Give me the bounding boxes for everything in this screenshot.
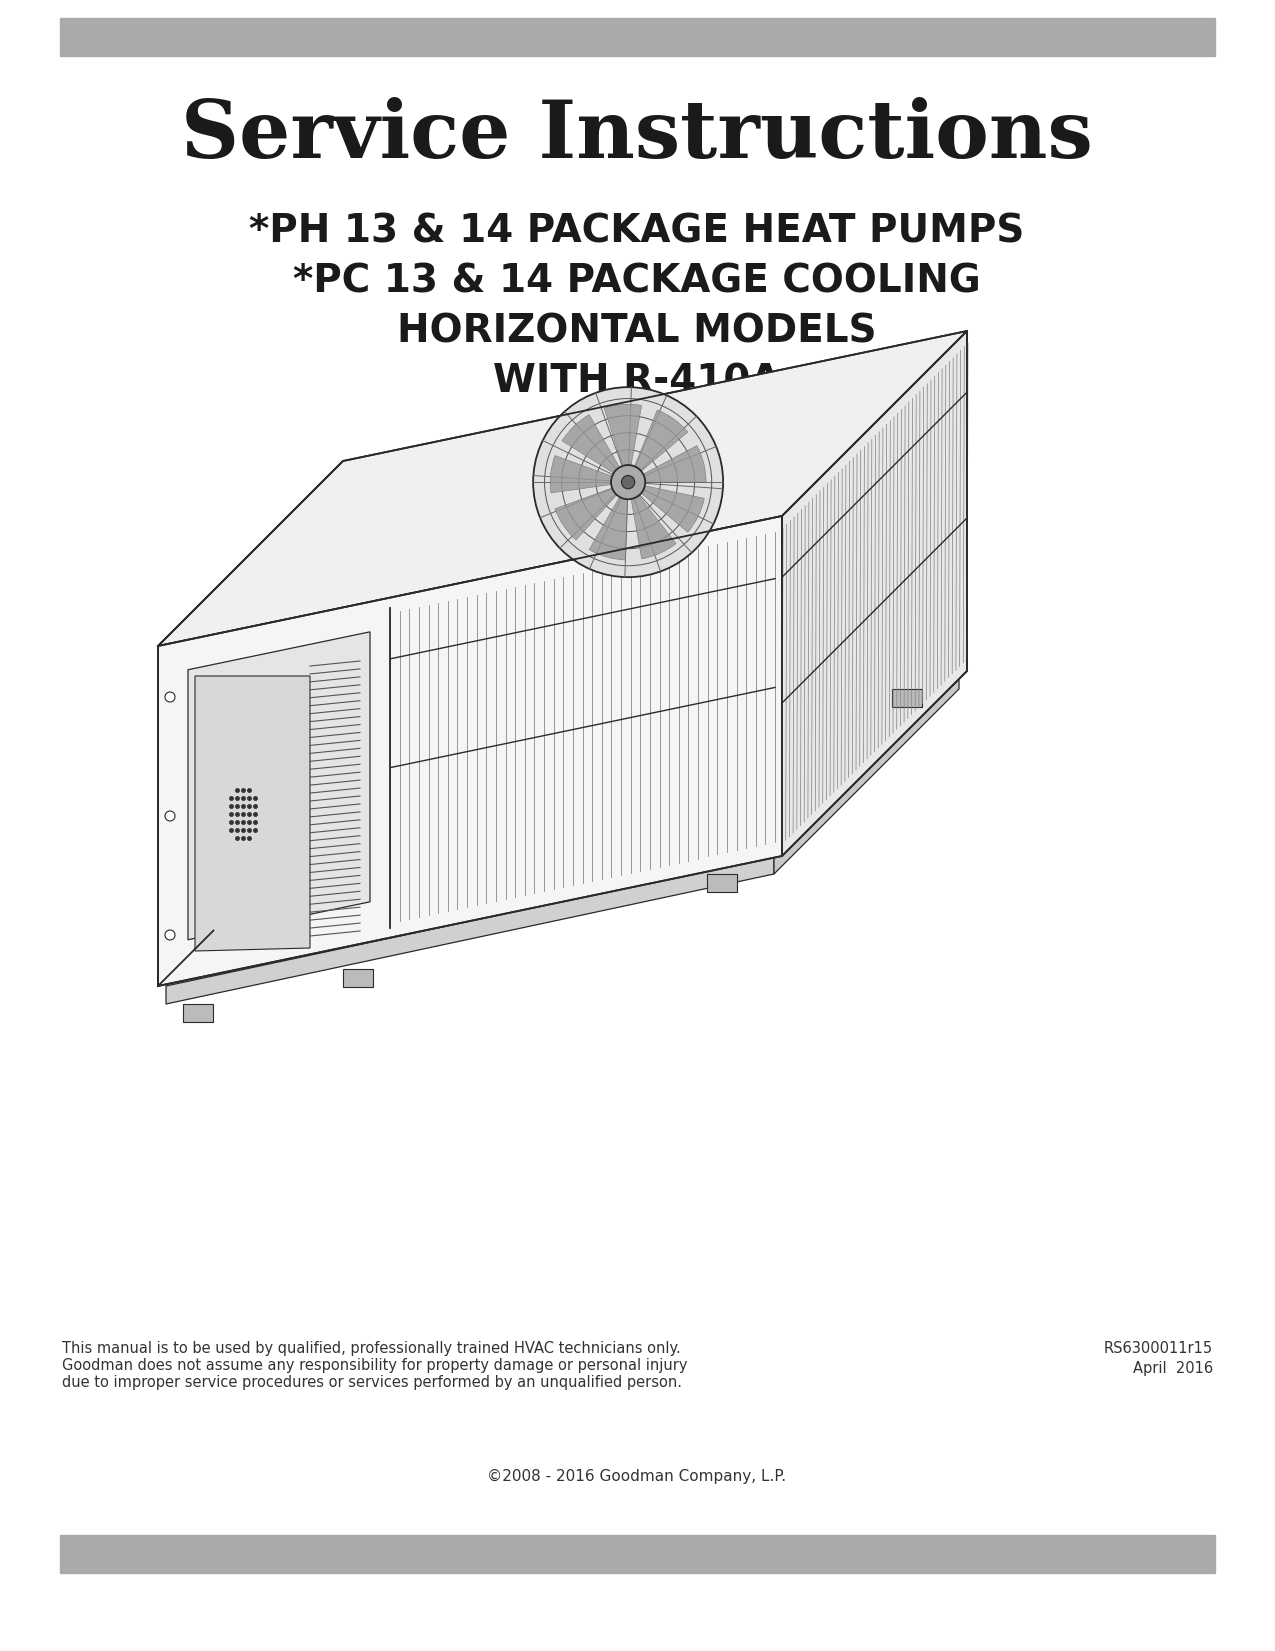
- Polygon shape: [158, 461, 343, 986]
- Bar: [60, 18, 1215, 56]
- Polygon shape: [782, 330, 966, 855]
- Text: RS6300011r15: RS6300011r15: [1104, 1341, 1213, 1355]
- Text: ©2008 - 2016 Goodman Company, L.P.: ©2008 - 2016 Goodman Company, L.P.: [487, 1468, 787, 1484]
- Wedge shape: [629, 482, 676, 560]
- Polygon shape: [158, 517, 782, 986]
- Text: HORIZONTAL MODELS: HORIZONTAL MODELS: [398, 312, 877, 350]
- Text: due to improper service procedures or services performed by an unqualified perso: due to improper service procedures or se…: [62, 1375, 682, 1390]
- Polygon shape: [774, 670, 959, 873]
- Text: Service Instructions: Service Instructions: [181, 97, 1093, 175]
- Wedge shape: [629, 482, 704, 532]
- Text: *PC 13 & 14 PACKAGE COOLING: *PC 13 & 14 PACKAGE COOLING: [293, 263, 980, 300]
- Wedge shape: [629, 409, 687, 482]
- Wedge shape: [589, 482, 629, 560]
- Circle shape: [164, 930, 175, 939]
- Circle shape: [611, 466, 645, 499]
- Circle shape: [164, 692, 175, 702]
- Bar: [708, 873, 737, 892]
- Wedge shape: [551, 456, 629, 494]
- Text: Goodman does not assume any responsibility for property damage or personal injur: Goodman does not assume any responsibili…: [62, 1359, 687, 1374]
- Text: WITH R-410A: WITH R-410A: [493, 362, 780, 400]
- Wedge shape: [604, 404, 641, 482]
- Bar: [184, 1004, 213, 1022]
- Polygon shape: [158, 330, 966, 646]
- Text: April  2016: April 2016: [1133, 1362, 1213, 1377]
- Circle shape: [164, 811, 175, 821]
- Wedge shape: [555, 482, 629, 540]
- Polygon shape: [166, 855, 774, 1004]
- Polygon shape: [195, 675, 310, 951]
- Bar: [60, 1535, 1215, 1573]
- Circle shape: [621, 475, 635, 489]
- Wedge shape: [629, 446, 706, 482]
- Text: This manual is to be used by qualified, professionally trained HVAC technicians : This manual is to be used by qualified, …: [62, 1341, 681, 1355]
- Bar: [343, 969, 374, 987]
- Polygon shape: [187, 632, 370, 939]
- Bar: [892, 688, 922, 707]
- Wedge shape: [562, 414, 629, 482]
- Circle shape: [533, 386, 723, 578]
- Text: *PH 13 & 14 PACKAGE HEAT PUMPS: *PH 13 & 14 PACKAGE HEAT PUMPS: [250, 211, 1025, 249]
